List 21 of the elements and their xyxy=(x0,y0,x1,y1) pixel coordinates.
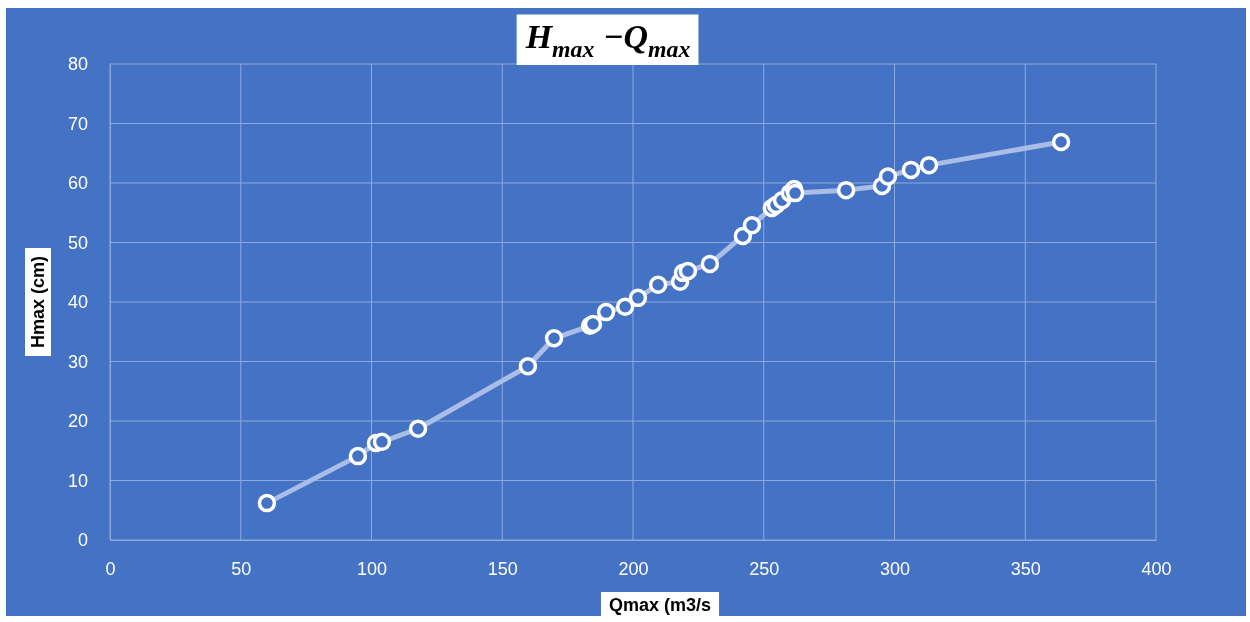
y-tick-label: 80 xyxy=(67,54,88,75)
y-tick-label: 30 xyxy=(67,351,88,372)
x-tick-label: 150 xyxy=(487,558,518,579)
y-tick-label: 10 xyxy=(67,470,88,491)
x-tick-label: 200 xyxy=(618,558,649,579)
y-axis-title: Hmax (cm) xyxy=(28,255,48,349)
x-tick-label: 50 xyxy=(231,558,252,579)
x-tick-label: 350 xyxy=(1010,558,1041,579)
x-axis-title: Qmax (m3/s xyxy=(608,595,712,615)
x-tick-label: 300 xyxy=(879,558,911,579)
y-tick-label: 70 xyxy=(67,113,88,134)
x-tick-label: 400 xyxy=(1141,558,1172,579)
y-tick-label: 20 xyxy=(67,411,88,432)
x-tick-label: 100 xyxy=(356,558,388,579)
y-tick-label: 0 xyxy=(77,530,88,551)
x-tick-label: 250 xyxy=(749,558,780,579)
chart-title: H$_{max}$ −Q$_{max}$ xyxy=(524,17,691,62)
y-tick-label: 40 xyxy=(67,292,88,313)
y-tick-label: 50 xyxy=(67,232,88,253)
y-tick-label: 60 xyxy=(67,173,88,194)
x-tick-label: 0 xyxy=(105,558,116,579)
